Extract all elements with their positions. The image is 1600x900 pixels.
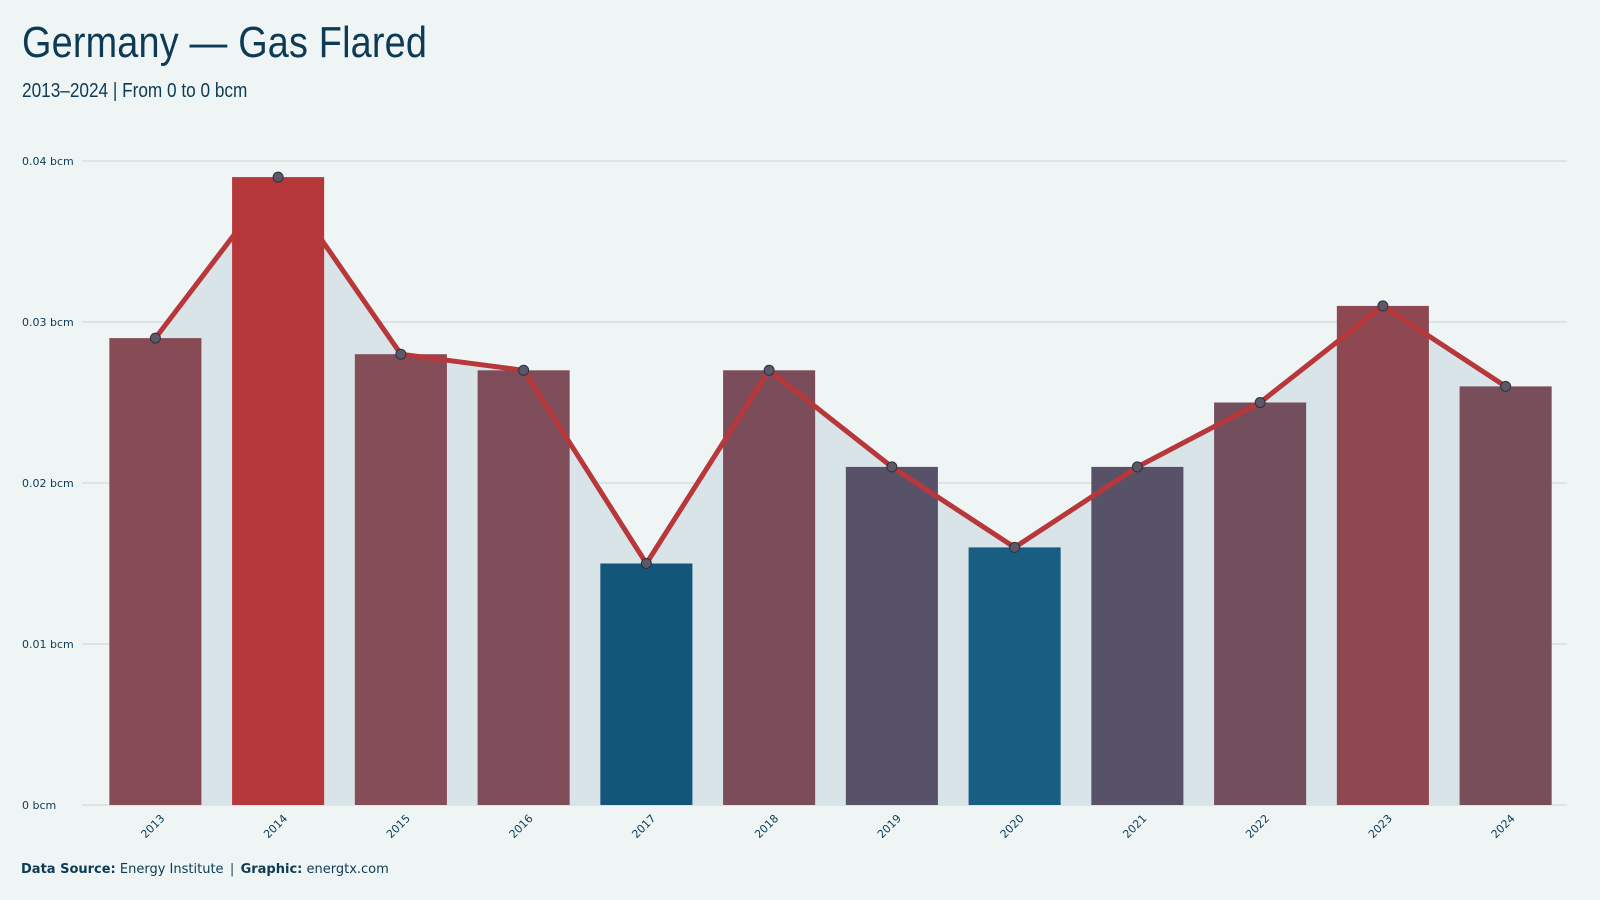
x-tick-label: 2018	[752, 812, 781, 841]
data-point-marker	[1500, 380, 1512, 392]
x-tick-label: 2020	[998, 812, 1027, 841]
bar	[1459, 386, 1552, 805]
data-point-marker	[1254, 397, 1266, 408]
bar	[1336, 305, 1429, 805]
chart-footer: Data Source: Energy Institute | Graphic:…	[21, 862, 389, 877]
data-point-marker	[886, 461, 898, 473]
source-label: Data Source:	[21, 862, 116, 877]
bar	[845, 466, 938, 805]
bar	[109, 338, 202, 805]
line-markers	[149, 171, 1512, 569]
x-tick-label: 2021	[1120, 812, 1149, 841]
y-tick-label: 0.04 bcm	[22, 155, 74, 168]
data-point-marker	[1009, 541, 1021, 553]
x-tick-label: 2016	[507, 812, 536, 841]
x-tick-label: 2015	[384, 812, 413, 841]
graphic-label: Graphic:	[240, 862, 303, 877]
data-point-marker	[1131, 461, 1143, 473]
footer-separator: |	[229, 862, 235, 877]
bar	[723, 370, 816, 805]
trend-line-path	[152, 174, 1509, 566]
x-tick-label: 2022	[1243, 812, 1272, 841]
x-tick-label: 2019	[875, 812, 904, 841]
bar	[600, 563, 693, 805]
x-tick-label: 2013	[138, 812, 167, 841]
y-tick-label: 0.01 bcm	[22, 638, 74, 651]
x-tick-label: 2024	[1489, 812, 1518, 841]
data-point-marker	[149, 332, 161, 344]
y-tick-label: 0.02 bcm	[22, 477, 74, 490]
graphic-value: energtx.com	[306, 862, 389, 877]
data-point-marker	[272, 171, 284, 183]
y-tick-label: 0 bcm	[22, 799, 56, 812]
chart-subtitle: 2013–2024 | From 0 to 0 bcm	[22, 80, 248, 102]
data-point-marker	[1377, 300, 1389, 312]
data-point-marker	[763, 364, 775, 376]
bar	[1214, 402, 1307, 805]
data-point-marker	[640, 558, 652, 569]
bar	[232, 177, 325, 806]
x-axis: 2013 2014 2015 2016 2017 2018 2019 2020 2021 2022…	[138, 812, 1517, 841]
x-tick-label: 2023	[1366, 812, 1395, 841]
x-tick-label: 2014	[261, 812, 290, 841]
bars	[109, 177, 1552, 806]
bar	[968, 547, 1061, 805]
data-point-marker	[395, 348, 407, 360]
data-point-marker	[518, 364, 530, 376]
source-value: Energy Institute	[119, 862, 224, 877]
y-tick-label: 0.03 bcm	[22, 316, 74, 329]
bar	[354, 354, 447, 805]
y-axis: 0 bcm 0.01 bcm 0.02 bcm 0.03 bcm 0.04 bcm	[22, 155, 74, 812]
chart-title: Germany — Gas Flared	[22, 18, 428, 67]
bar	[477, 370, 570, 805]
x-tick-label: 2017	[629, 812, 658, 841]
trend-line	[152, 174, 1509, 566]
bar	[1091, 466, 1184, 805]
